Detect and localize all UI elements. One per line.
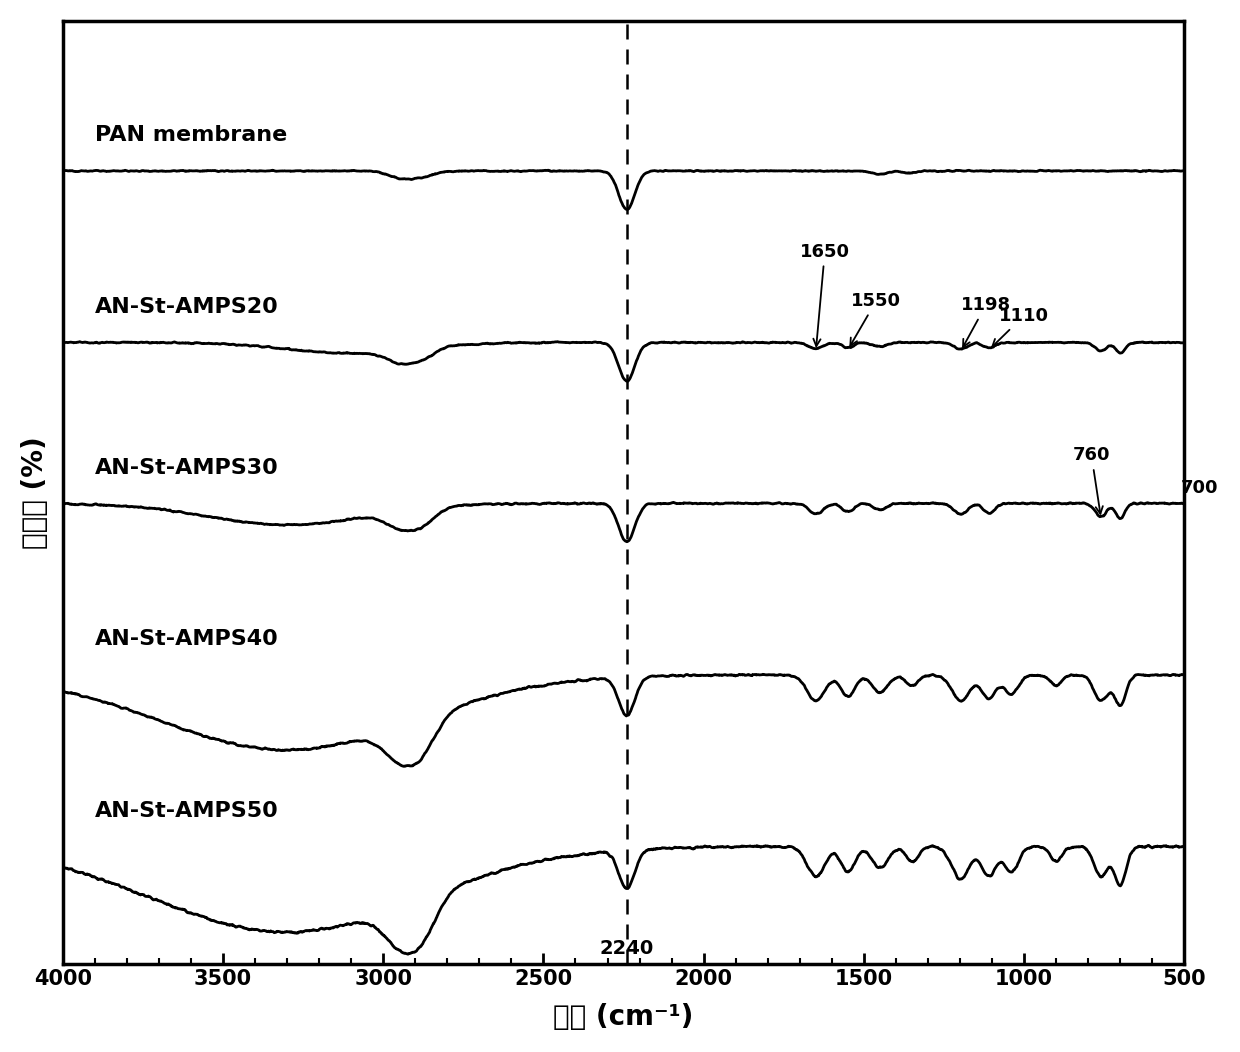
X-axis label: 波数 (cm⁻¹): 波数 (cm⁻¹) <box>553 1004 693 1031</box>
Text: AN-St-AMPS40: AN-St-AMPS40 <box>94 629 279 649</box>
Text: 1550: 1550 <box>851 292 901 346</box>
Text: PAN membrane: PAN membrane <box>94 125 286 145</box>
Text: 760: 760 <box>1073 446 1110 513</box>
Text: AN-St-AMPS50: AN-St-AMPS50 <box>94 801 279 821</box>
Y-axis label: 透过率 (%): 透过率 (%) <box>21 437 48 549</box>
Text: 2240: 2240 <box>600 938 653 957</box>
Text: 1110: 1110 <box>992 307 1049 346</box>
Text: AN-St-AMPS20: AN-St-AMPS20 <box>94 297 279 317</box>
Text: AN-St-AMPS30: AN-St-AMPS30 <box>94 458 279 478</box>
Text: 1198: 1198 <box>961 297 1011 347</box>
Text: 700: 700 <box>1182 479 1219 497</box>
Text: 1650: 1650 <box>800 243 849 346</box>
